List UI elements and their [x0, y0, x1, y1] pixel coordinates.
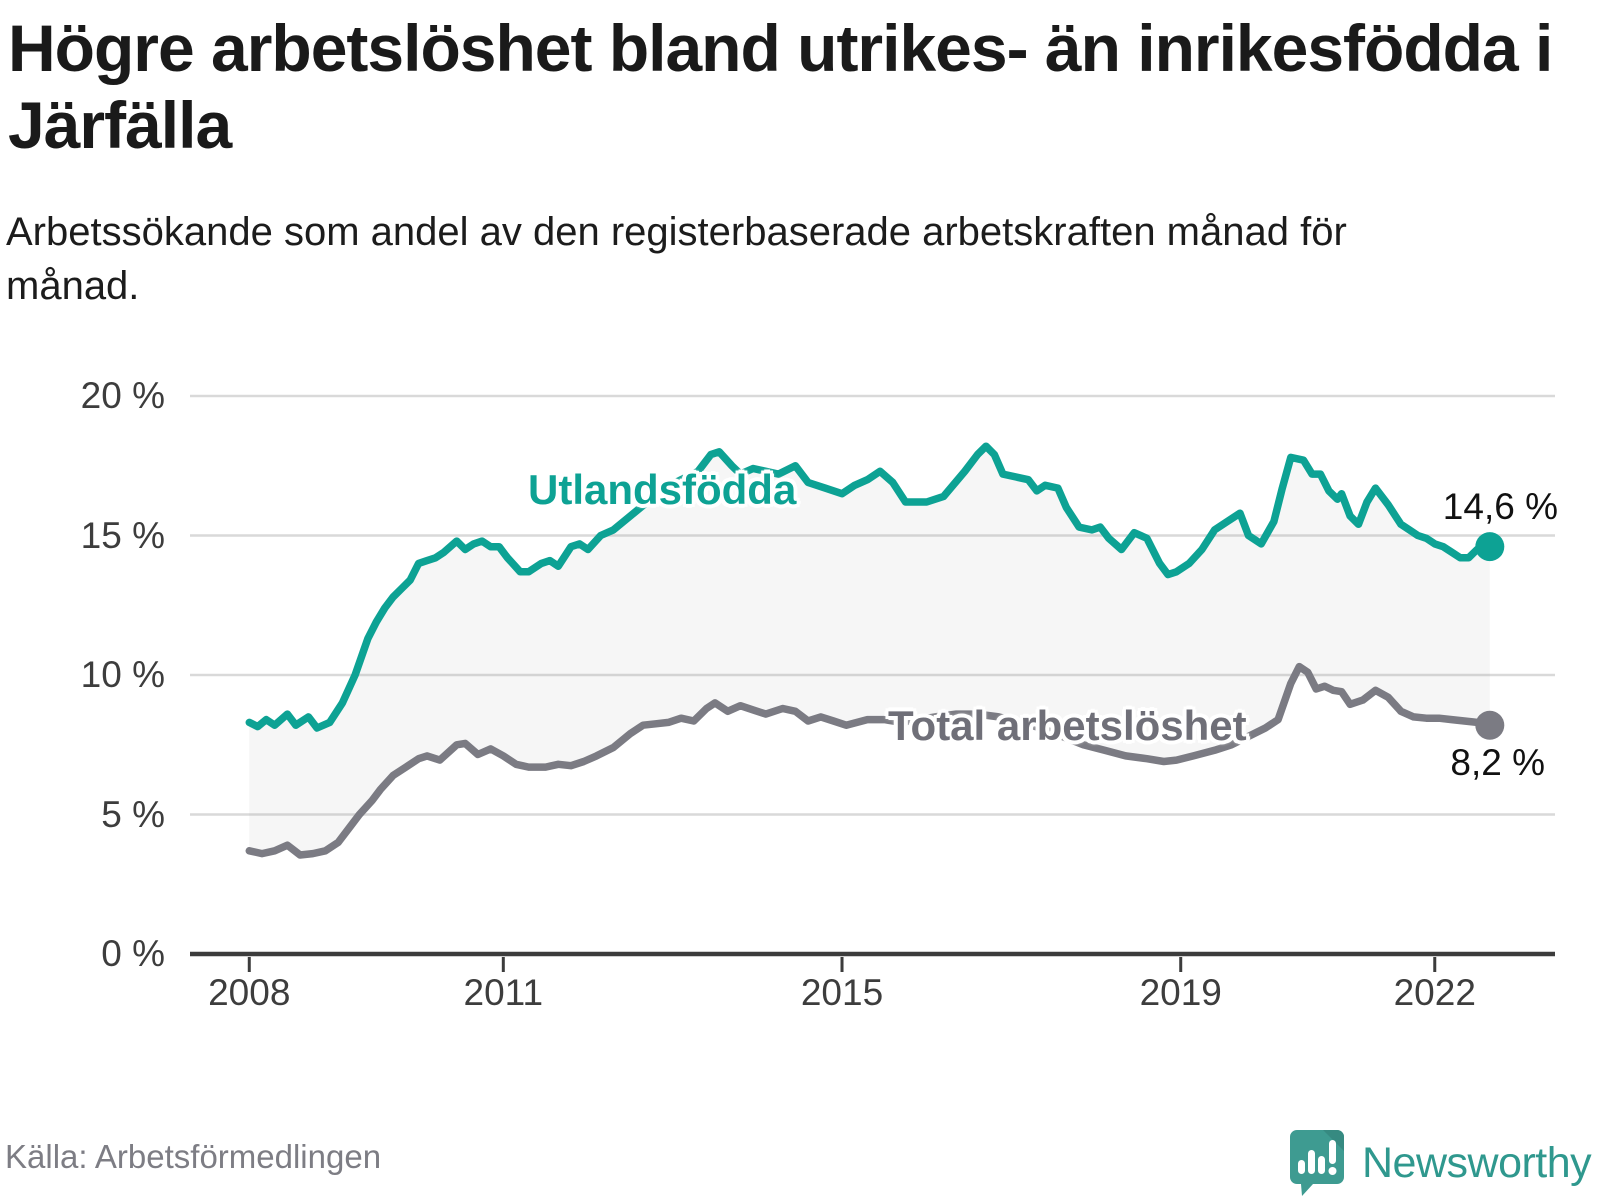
y-tick-label-5: 5 % — [101, 793, 165, 835]
line-series-1 — [245, 662, 1494, 859]
y-tick-label-20: 20 % — [80, 375, 165, 416]
x-tick-label-2008: 2008 — [208, 972, 291, 1013]
y-tick-label-15: 15 % — [80, 514, 165, 556]
gridlines — [190, 394, 1555, 816]
end-dot-series-0 — [1475, 532, 1505, 562]
source-note: Källa: Arbetsförmedlingen — [5, 1138, 382, 1175]
end-dot-series-1 — [1475, 710, 1505, 740]
y-tick-label-10: 10 % — [80, 654, 165, 695]
end-value-label-total: 8,2 % — [1450, 742, 1545, 783]
y-tick-label-0: 0 % — [101, 933, 165, 974]
x-tick-label-2015: 2015 — [800, 972, 884, 1013]
newsworthy-logo-icon — [1290, 1130, 1344, 1196]
x-tick-label-2022: 2022 — [1393, 972, 1476, 1013]
end-value-label-utlandsfodda: 14,6 % — [1442, 486, 1558, 527]
series-lines — [245, 442, 1494, 859]
brand-lockup: Newsworthy — [1288, 1128, 1592, 1198]
series-label-total-arbetsloshet: Total arbetslöshet — [888, 702, 1247, 749]
x-axis — [190, 951, 1555, 972]
line-series-0 — [245, 442, 1494, 732]
x-tick-label-2019: 2019 — [1139, 972, 1222, 1013]
series-end-dots — [1475, 532, 1505, 740]
series-label-utlandsfodda: Utlandsfödda — [528, 466, 797, 513]
page-subtitle: Arbetssökande som andel av den registerb… — [6, 210, 1347, 308]
band-area — [249, 446, 1490, 855]
between-series-band — [249, 446, 1490, 855]
brand-name: Newsworthy — [1362, 1138, 1592, 1187]
page-title: Högre arbetslöshet bland utrikes- än inr… — [8, 11, 1553, 163]
x-tick-label-2011: 2011 — [463, 972, 544, 1013]
